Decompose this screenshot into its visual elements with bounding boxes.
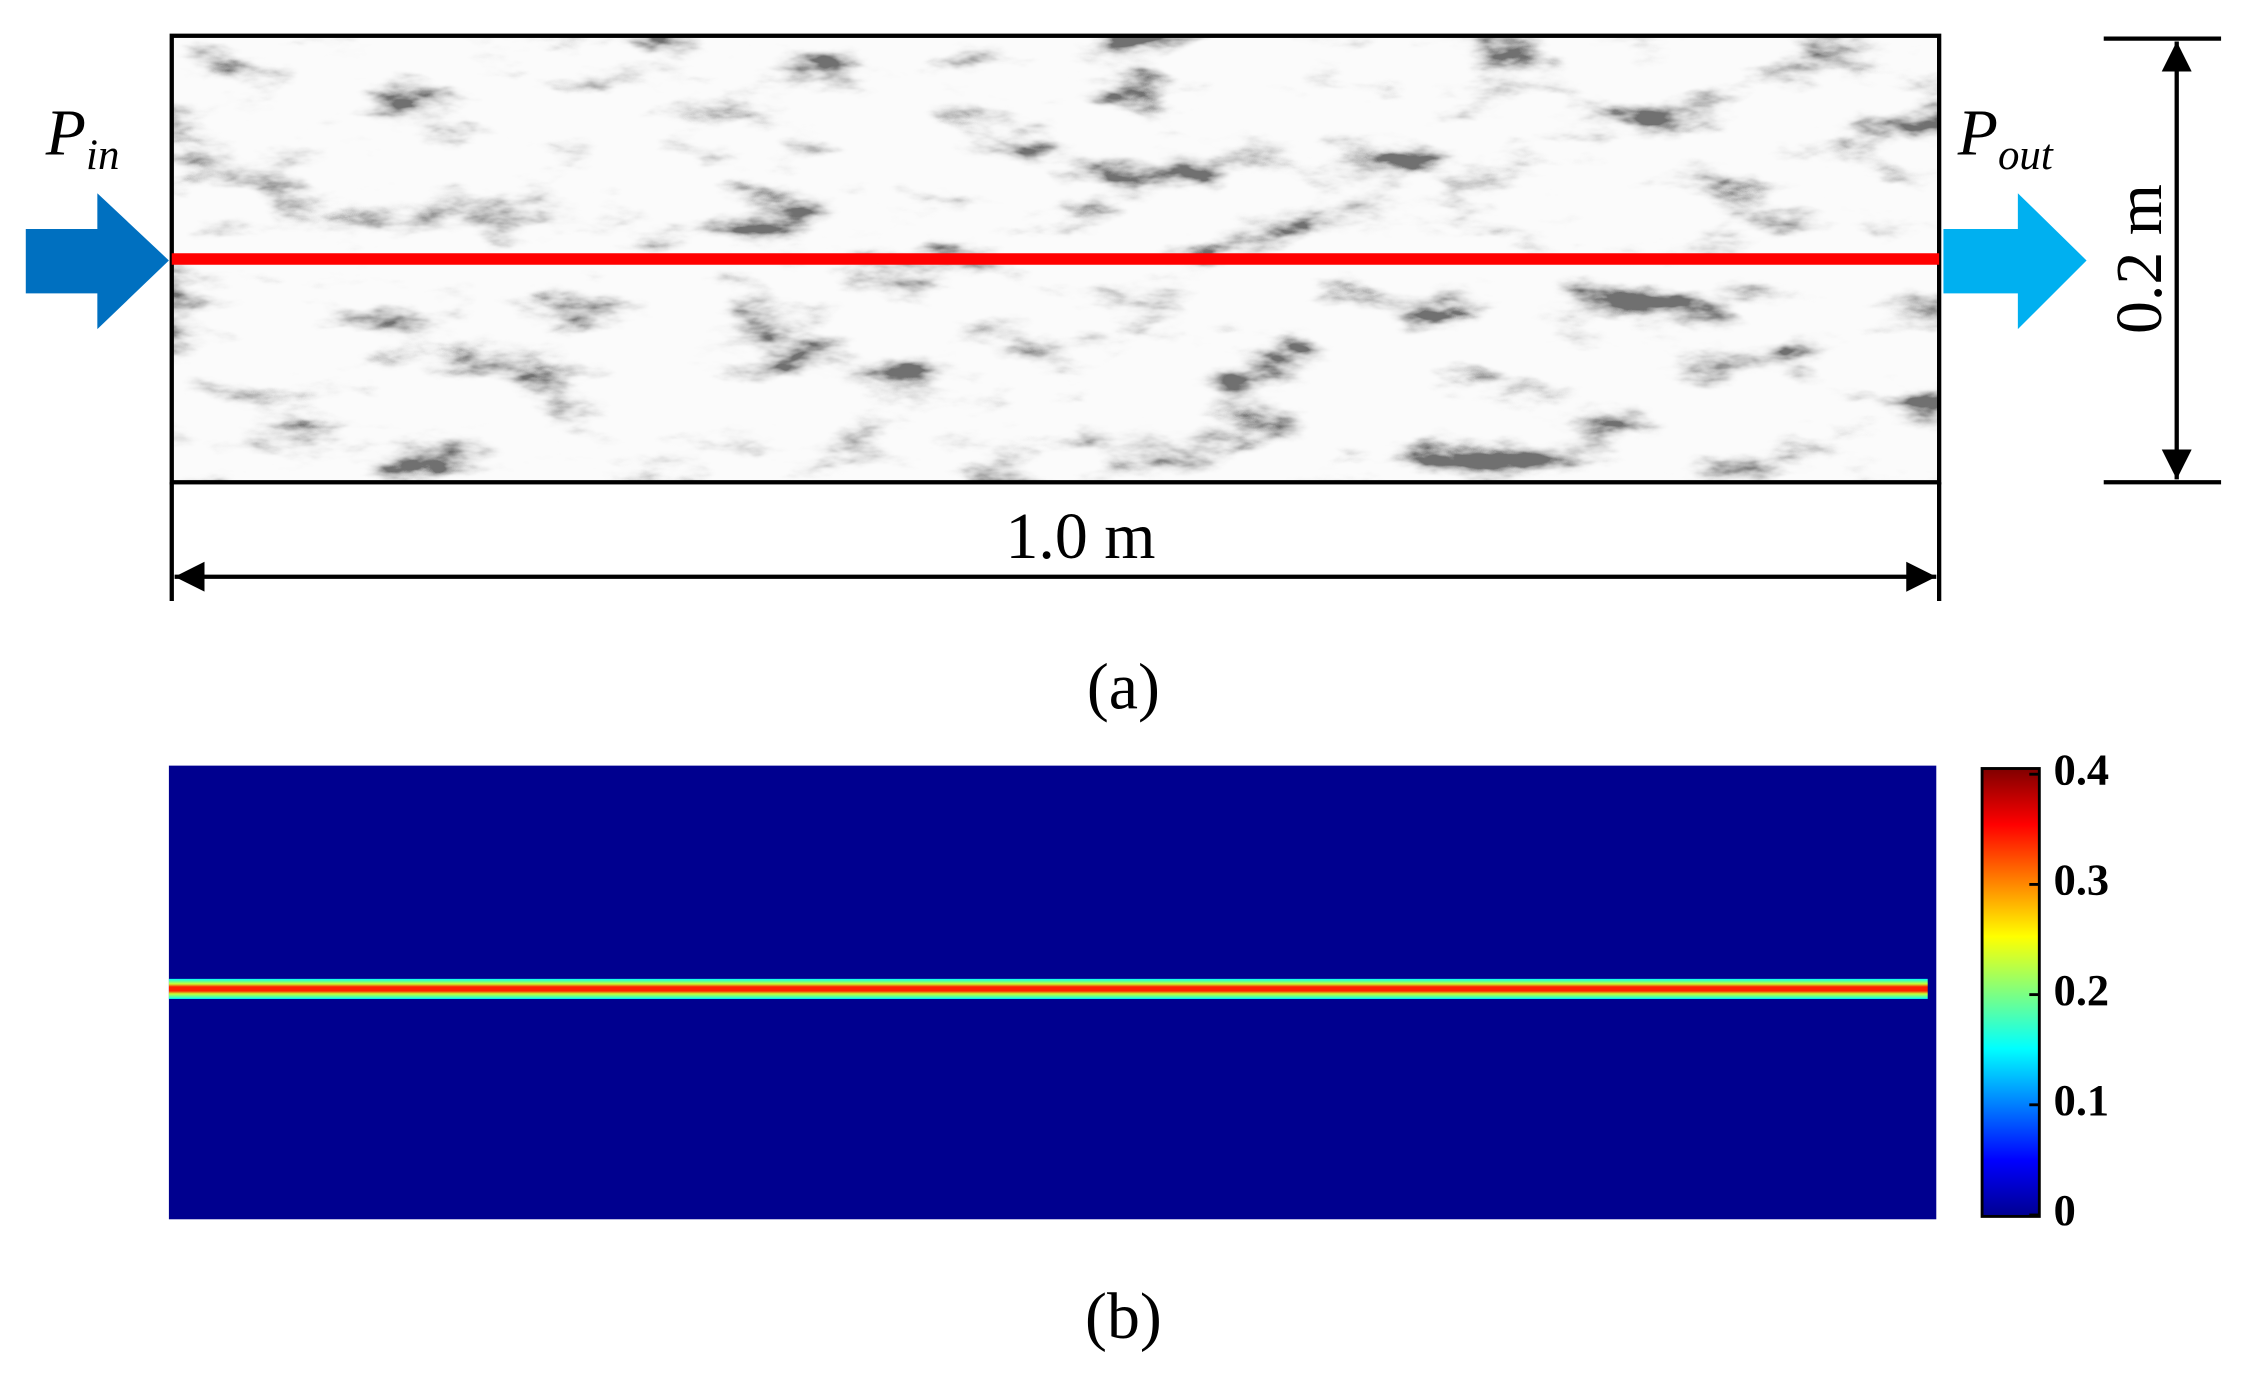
colorbar-ticks: 0 0.1 0.2 0.3 0.4 [2029, 744, 2109, 1235]
colorbar-tick-label: 0.1 [2054, 1075, 2109, 1125]
inlet-label: Pin [45, 97, 120, 179]
colorbar [1980, 767, 2041, 1218]
colorbar-tick-label: 0.2 [2054, 965, 2109, 1015]
panel-caption: (a) [1087, 650, 1160, 723]
outlet-symbol: P [1957, 97, 1998, 170]
outlet-subscript: out [1998, 132, 2054, 179]
colorbar-tick-label: 0.4 [2054, 744, 2109, 794]
length-label: 1.0 m [1006, 500, 1156, 573]
fracture-band [168, 978, 1928, 999]
colorbar-tick-label: 0 [2054, 1185, 2076, 1235]
outlet-arrow [1943, 193, 2087, 330]
inlet-arrow [25, 193, 169, 330]
inlet-symbol: P [45, 97, 86, 170]
outlet-label: Pout [1957, 97, 2054, 179]
colorbar-tick-label: 0.3 [2054, 855, 2109, 905]
height-label: 0.2 m [2103, 184, 2176, 334]
inlet-subscript: in [86, 132, 119, 179]
panel-caption: (b) [1085, 1280, 1162, 1353]
